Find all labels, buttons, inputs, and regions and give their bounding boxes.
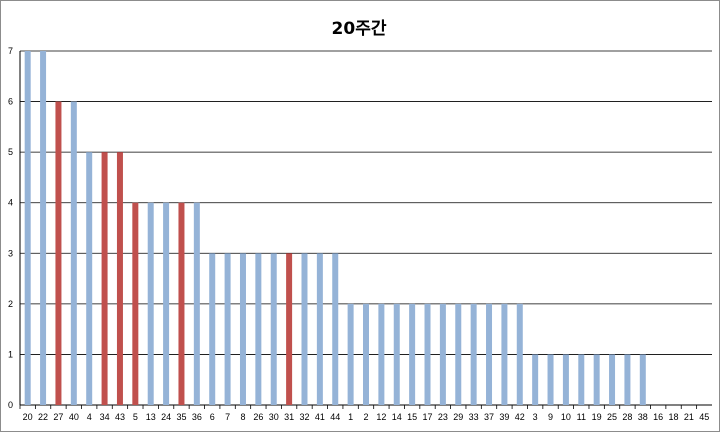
bar-42 (516, 303, 523, 405)
x-tick-label: 34 (100, 412, 110, 422)
bar-30 (270, 253, 277, 405)
bar-8 (239, 253, 246, 405)
bar-40 (70, 101, 77, 406)
x-tick-label: 5 (133, 412, 138, 422)
x-tick-label: 18 (669, 412, 679, 422)
bar-9 (547, 354, 554, 405)
bar-17 (424, 303, 431, 405)
x-tick-label: 27 (53, 412, 63, 422)
x-tick-label: 41 (315, 412, 325, 422)
y-tick-label: 3 (8, 248, 13, 258)
x-tick-label: 40 (69, 412, 79, 422)
bar-44 (332, 253, 339, 405)
x-tick-label: 4 (87, 412, 92, 422)
x-tick-label: 39 (499, 412, 509, 422)
x-tick-label: 20 (23, 412, 33, 422)
x-tick-label: 17 (423, 412, 433, 422)
x-tick-label: 26 (253, 412, 263, 422)
bar-19 (593, 354, 600, 405)
bar-29 (455, 303, 462, 405)
bar-4 (86, 152, 93, 405)
bar-24 (163, 202, 170, 405)
bar-25 (609, 354, 616, 405)
x-tick-label: 8 (240, 412, 245, 422)
bar-36 (193, 202, 200, 405)
bar-10 (562, 354, 569, 405)
x-tick-label: 12 (376, 412, 386, 422)
x-tick-label: 35 (176, 412, 186, 422)
x-tick-label: 28 (622, 412, 632, 422)
bar-32 (301, 253, 308, 405)
bar-12 (378, 303, 385, 405)
bar-7 (224, 253, 231, 405)
x-tick-label: 30 (269, 412, 279, 422)
x-tick-label: 32 (299, 412, 309, 422)
bar-22 (40, 51, 47, 405)
x-tick-label: 1 (348, 412, 353, 422)
bar-15 (409, 303, 416, 405)
bar-3 (532, 354, 539, 405)
x-tick-label: 43 (115, 412, 125, 422)
x-tick-label: 29 (453, 412, 463, 422)
bar-35 (178, 202, 185, 405)
y-tick-label: 0 (8, 400, 13, 410)
x-tick-label: 7 (225, 412, 230, 422)
x-tick-label: 19 (592, 412, 602, 422)
bar-2 (363, 303, 369, 405)
x-tick-label: 9 (548, 412, 553, 422)
x-tick-label: 16 (653, 412, 663, 422)
y-tick-label: 4 (8, 198, 13, 208)
x-tick-label: 23 (438, 412, 448, 422)
bar-34 (101, 152, 108, 405)
y-tick-label: 1 (8, 349, 13, 359)
bar-14 (393, 303, 400, 405)
bar-27 (55, 101, 62, 406)
x-tick-label: 24 (161, 412, 171, 422)
bar-20 (24, 51, 31, 405)
x-tick-label: 14 (392, 412, 402, 422)
y-tick-label: 5 (8, 147, 13, 157)
bar-31 (286, 253, 293, 405)
x-tick-label: 33 (469, 412, 479, 422)
chart-title: 20주간 (331, 19, 387, 39)
x-tick-label: 36 (192, 412, 202, 422)
bar-37 (486, 303, 493, 405)
bar-23 (439, 303, 446, 405)
x-tick-label: 31 (284, 412, 294, 422)
x-tick-label: 22 (38, 412, 48, 422)
bar-5 (132, 202, 139, 405)
x-tick-label: 6 (210, 412, 215, 422)
bar-28 (624, 354, 631, 405)
bar-6 (209, 253, 216, 405)
x-tick-label: 37 (484, 412, 494, 422)
bar-41 (316, 253, 323, 405)
x-tick-label: 3 (533, 412, 538, 422)
bar-43 (116, 152, 123, 405)
x-tick-label: 13 (146, 412, 156, 422)
bar-26 (255, 253, 262, 405)
bar-1 (347, 303, 354, 405)
bar-13 (147, 202, 154, 405)
bar-11 (578, 354, 585, 405)
x-tick-label: 15 (407, 412, 417, 422)
x-tick-label: 10 (561, 412, 571, 422)
x-tick-label: 21 (684, 412, 694, 422)
bar-39 (501, 303, 508, 405)
x-tick-label: 44 (330, 412, 340, 422)
y-tick-label: 2 (8, 299, 13, 309)
x-tick-label: 42 (515, 412, 525, 422)
x-tick-label: 11 (577, 412, 586, 422)
x-tick-label: 45 (699, 412, 709, 422)
x-tick-label: 25 (607, 412, 617, 422)
x-tick-label: 2 (363, 412, 368, 422)
y-tick-label: 6 (8, 97, 13, 107)
bar-38 (639, 354, 646, 405)
y-tick-label: 7 (8, 46, 13, 56)
x-tick-label: 38 (638, 412, 648, 422)
bar-33 (470, 303, 477, 405)
